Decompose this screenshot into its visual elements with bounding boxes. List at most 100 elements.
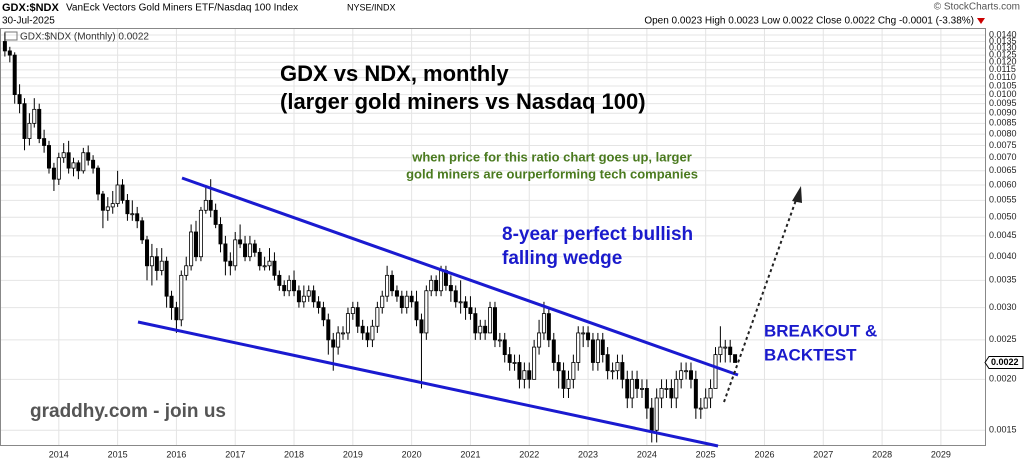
x-tick-label: 2022: [519, 449, 539, 459]
y-tick-label: 0.0135: [989, 36, 1017, 46]
x-tick-label: 2016: [166, 449, 186, 459]
candle-body: [512, 362, 517, 364]
candle-body: [429, 279, 434, 292]
candle-body: [517, 362, 522, 380]
candle-body: [522, 370, 527, 380]
pattern-label: falling wedge: [502, 248, 622, 269]
candle-body: [448, 285, 453, 292]
candle-body: [424, 290, 429, 334]
candles: [2, 32, 738, 443]
symbol: GDX:$NDX: [2, 2, 60, 14]
candle-body: [233, 239, 238, 267]
candle-body: [130, 213, 135, 216]
y-tick-label: 0.0045: [989, 230, 1017, 240]
candle-body: [27, 122, 32, 139]
candle-body: [365, 332, 370, 341]
candle-body: [213, 209, 218, 225]
candle-body: [272, 260, 277, 276]
candle-body: [164, 260, 169, 297]
candle-body: [370, 325, 375, 341]
exchange: NYSE/INDX: [347, 2, 396, 12]
candle-body: [238, 239, 243, 245]
candle-body: [32, 108, 37, 124]
candle-body: [66, 152, 71, 169]
candle-body: [698, 407, 703, 410]
candle-body: [492, 307, 497, 341]
candle-body: [71, 162, 76, 169]
candle-body: [527, 370, 532, 380]
candle-body: [218, 224, 223, 245]
candle-body: [679, 370, 684, 380]
candle-body: [654, 397, 659, 431]
candle-body: [409, 295, 414, 303]
candle-body: [91, 159, 96, 169]
y-tick-label: 0.0095: [989, 98, 1017, 108]
x-tick-label: 2018: [284, 449, 304, 459]
date: 30-Jul-2025: [2, 16, 55, 27]
candle-body: [154, 256, 159, 271]
candle-body: [605, 354, 610, 372]
candle-body: [145, 239, 150, 267]
candle-body: [399, 295, 404, 309]
candle-body: [189, 231, 194, 267]
candle-body: [458, 301, 463, 304]
candle-body: [659, 388, 664, 399]
legend: GDX:$NDX (Monthly) 0.0022: [20, 32, 149, 43]
candle-body: [497, 339, 502, 342]
candle-body: [223, 243, 228, 262]
candle-body: [537, 332, 542, 348]
x-tick-label: 2029: [931, 449, 951, 459]
candle-body: [385, 274, 390, 297]
candle-body: [2, 41, 7, 52]
candle-body: [571, 362, 576, 380]
candle-body: [301, 295, 306, 303]
candle-body: [316, 301, 321, 309]
candle-body: [76, 162, 81, 172]
note-line: when price for this ratio chart goes up,…: [411, 149, 692, 164]
candle-body: [115, 184, 120, 205]
note-line: gold miners are ourperforming tech compa…: [406, 166, 698, 181]
y-tick-label: 0.0130: [989, 43, 1017, 53]
candle-body: [287, 279, 292, 292]
candle-body: [718, 346, 723, 356]
candle-body: [375, 307, 380, 327]
candle-body: [733, 354, 738, 363]
candle-body: [581, 332, 586, 335]
candle-body: [194, 231, 199, 258]
candle-body: [262, 265, 267, 268]
candle-body: [728, 346, 733, 356]
y-tick-label: 0.0090: [989, 108, 1017, 118]
candle-body: [630, 378, 635, 399]
quote: Open 0.0023 High 0.0023 Low 0.0022 Close…: [644, 16, 974, 27]
candle-body: [22, 103, 27, 139]
y-tick-label: 0.0050: [989, 212, 1017, 222]
y-tick-label: 0.0040: [989, 251, 1017, 261]
candle-body: [292, 279, 297, 292]
candle-body: [345, 313, 350, 334]
candle-body: [703, 397, 708, 409]
candle-body: [610, 370, 615, 373]
y-tick-label: 0.0015: [989, 425, 1017, 435]
candle-body: [174, 307, 179, 321]
candle-body: [507, 354, 512, 363]
candle-body: [488, 307, 493, 334]
candle-body: [468, 307, 473, 315]
y-tick-label: 0.0030: [989, 302, 1017, 312]
candle-body: [635, 378, 640, 389]
x-tick-label: 2024: [637, 449, 657, 459]
candle-body: [243, 243, 248, 258]
x-tick-label: 2020: [402, 449, 422, 459]
candle-body: [105, 206, 110, 211]
candle-body: [149, 256, 154, 267]
candle-body: [419, 319, 424, 334]
y-tick-label: 0.0080: [989, 128, 1017, 138]
y-tick-label: 0.0085: [989, 118, 1017, 128]
candle-body: [184, 265, 189, 276]
y-tick-label: 0.0100: [989, 89, 1017, 99]
y-tick-label: 0.0035: [989, 275, 1017, 285]
candle-body: [247, 243, 252, 258]
y-tick-label: 0.0140: [989, 29, 1017, 39]
candle-body: [350, 307, 355, 315]
